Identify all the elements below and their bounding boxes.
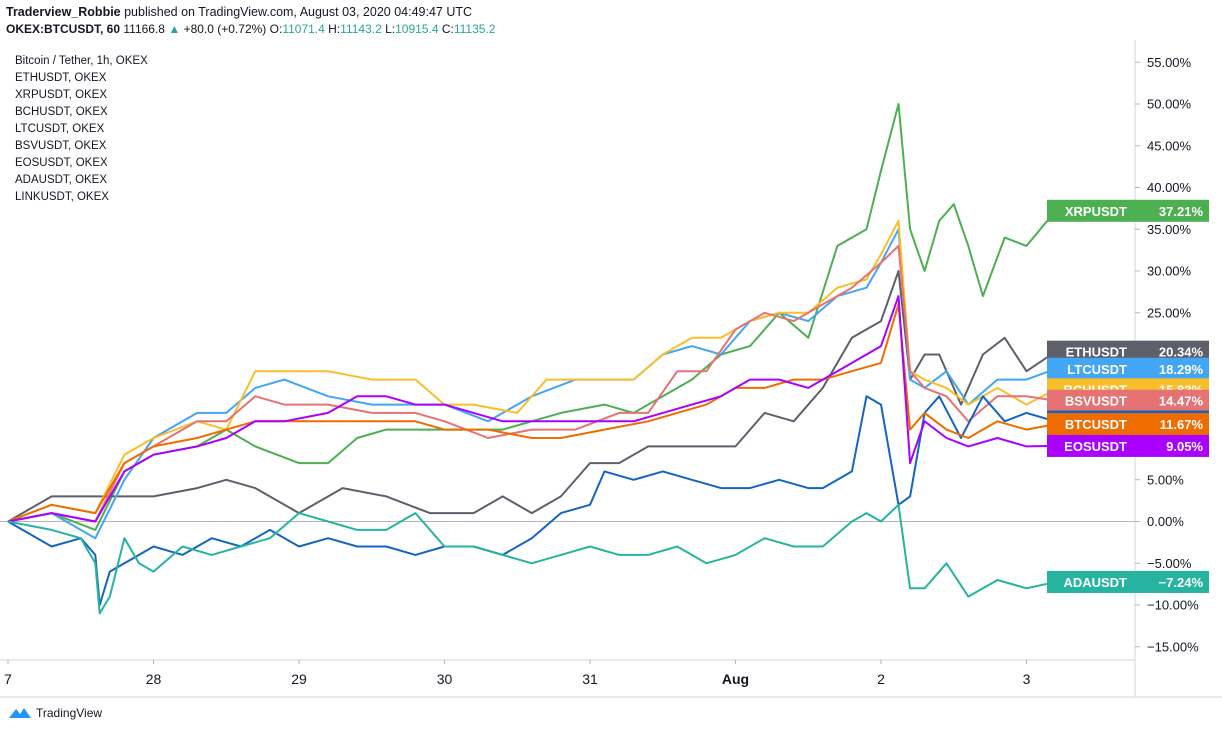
y-tick-label: 25.00% [1147, 305, 1192, 320]
price-label-value-box [1133, 413, 1209, 436]
series-line-ethusdt[interactable] [7, 270, 1057, 523]
y-tick-label: 0.00% [1147, 514, 1184, 529]
price-label-value-box [1133, 434, 1209, 457]
x-tick-label: 30 [437, 671, 453, 687]
price-label-adausdt: ADAUSDT −7.24% [1047, 570, 1209, 593]
series-line-linkusdt[interactable] [7, 395, 1056, 606]
series-line-bchusdt[interactable] [7, 219, 1057, 523]
price-label-xrpusdt: XRPUSDT 37.21% [1047, 199, 1209, 222]
price-label-value-box [1133, 389, 1209, 412]
x-tick-label: 29 [291, 671, 307, 687]
price-label-name: ETHUSDT [1066, 345, 1127, 360]
series-line-btcusdt[interactable] [7, 303, 1056, 523]
y-tick-label: 45.00% [1147, 138, 1192, 153]
price-label-name: LTCUSDT [1067, 362, 1127, 377]
legend-item[interactable]: ETHUSDT, OKEX [15, 72, 107, 84]
legend-item[interactable]: BCHUSDT, OKEX [15, 106, 108, 118]
price-label-name: ADAUSDT [1063, 575, 1127, 590]
y-tick-label: 35.00% [1147, 222, 1192, 237]
price-label-value-box [1133, 570, 1209, 593]
price-label-name-box [1047, 570, 1133, 593]
price-label-name: BTCUSDT [1065, 417, 1127, 432]
tradingview-footer[interactable]: TradingView [8, 706, 102, 720]
symbol-line: OKEX:BTCUSDT, 60 11166.8 ▲ +80.0 (+0.72%… [6, 21, 495, 38]
x-tick-label: 3 [1023, 671, 1031, 687]
high-value: 11143.2 [340, 22, 382, 36]
y-tick-label: −10.00% [1147, 598, 1199, 613]
tradingview-logo-icon [9, 708, 31, 718]
price-label-value: 14.47% [1159, 394, 1204, 409]
price-label-value-box [1133, 357, 1209, 380]
brand-name: TradingView [36, 706, 103, 720]
legend-item[interactable]: XRPUSDT, OKEX [15, 89, 108, 101]
y-tick-label: 5.00% [1147, 472, 1184, 487]
y-tick-label: −5.00% [1147, 556, 1192, 571]
series-line-xrpusdt[interactable] [7, 103, 1057, 531]
price-label-btcusdt: BTCUSDT 11.67% [1047, 413, 1209, 436]
y-tick-label: 55.00% [1147, 55, 1192, 70]
open-value: 11071.4 [282, 22, 325, 36]
price-label-ltcusdt: LTCUSDT 18.29% [1047, 357, 1209, 380]
chart-legend: Bitcoin / Tether, 1h, OKEX ETHUSDT, OKEX… [15, 53, 148, 206]
legend-item[interactable]: BSVUSDT, OKEX [15, 140, 107, 152]
low-label: L: [385, 22, 396, 36]
legend-item[interactable]: ADAUSDT, OKEX [15, 174, 108, 186]
price-label-name-box [1047, 413, 1133, 436]
y-tick-label: −15.00% [1147, 639, 1199, 654]
up-arrow-icon: ▲ [168, 22, 181, 36]
y-tick-label: 50.00% [1147, 97, 1192, 112]
price-label-value: 11.67% [1160, 417, 1204, 432]
price-label-name: BSVUSDT [1065, 394, 1127, 409]
price-label-name: XRPUSDT [1065, 204, 1127, 219]
price-label-value: 37.21% [1159, 204, 1204, 219]
price-label-value: 9.05% [1166, 439, 1203, 454]
legend-main-series[interactable]: Bitcoin / Tether, 1h, OKEX [15, 55, 148, 67]
price-label-name-box [1047, 340, 1133, 363]
y-tick-label: 40.00% [1147, 180, 1192, 195]
price-label-name-box [1047, 389, 1133, 412]
price-label-value: −7.24% [1159, 575, 1204, 590]
high-label: H: [328, 22, 341, 36]
x-tick-label: 7 [4, 671, 12, 687]
series-line-bsvusdt[interactable] [7, 244, 1056, 523]
symbol-name: OKEX:BTCUSDT, 60 [6, 22, 121, 36]
series-line-eosusdt[interactable] [7, 295, 1056, 523]
published-text: published on TradingView.com, August 03,… [124, 5, 473, 19]
close-label: C: [441, 22, 454, 36]
author-name[interactable]: Traderview_Robbie [6, 5, 121, 19]
chart-header: Traderview_Robbie published on TradingVi… [6, 4, 495, 38]
price-label-name-box [1047, 434, 1133, 457]
price-label-ethusdt: ETHUSDT 20.34% [1047, 340, 1209, 363]
price-label-value: 18.29% [1159, 362, 1204, 377]
legend-item[interactable]: LTCUSDT, OKEX [15, 123, 105, 135]
x-tick-label: 2 [877, 671, 885, 687]
open-label: O: [269, 22, 283, 36]
price-label-name-box [1047, 199, 1133, 222]
publish-line: Traderview_Robbie published on TradingVi… [6, 4, 495, 21]
x-tick-label: 31 [582, 671, 598, 687]
series-line-adausdt[interactable] [7, 503, 1056, 615]
x-tick-label: Aug [722, 671, 749, 687]
legend-item[interactable]: LINKUSDT, OKEX [15, 191, 109, 203]
last-price: 11166.8 [123, 22, 165, 36]
price-label-value: 20.34% [1159, 345, 1204, 360]
price-label-name-box [1047, 357, 1133, 380]
price-label-eosusdt: EOSUSDT 9.05% [1047, 434, 1209, 457]
price-label-value-box [1133, 340, 1209, 363]
price-label-name: EOSUSDT [1064, 439, 1127, 454]
y-tick-label: 30.00% [1147, 264, 1192, 279]
price-label-value-box [1133, 199, 1209, 222]
legend-item[interactable]: EOSUSDT, OKEX [15, 157, 108, 169]
price-label-bsvusdt: BSVUSDT 14.47% [1047, 389, 1209, 412]
low-value: 10915.4 [395, 22, 439, 36]
x-tick-label: 28 [146, 671, 162, 687]
close-value: 11135.2 [453, 22, 496, 36]
price-change: +80.0 (+0.72%) [183, 22, 267, 36]
